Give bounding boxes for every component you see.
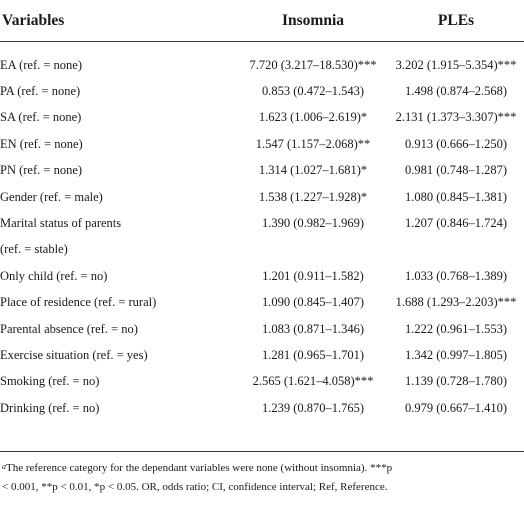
cell-insomnia: 1.083 (0.871–1.346) <box>261 321 365 336</box>
cell-variable: EA (ref. = none) <box>0 57 83 72</box>
table-row: EN (ref. = none) 1.547 (1.157–2.068)** 0.9… <box>0 131 524 157</box>
table-row: (ref. = stable) <box>0 237 524 263</box>
cell-ples: 1.498 (0.874–2.568) <box>404 84 508 99</box>
footnote-line-1: aThe reference category for the dependan… <box>2 459 522 478</box>
table-header-row: Variables Insomnia PLEs <box>0 0 524 42</box>
cell-insomnia: 1.547 (1.157–2.068)** <box>255 136 371 151</box>
table-row: PA (ref. = none) 0.853 (0.472–1.543) 1.498… <box>0 78 524 104</box>
table-bottom-rule <box>0 451 524 452</box>
footnote-line-2: < 0.001, **p < 0.01, *p < 0.05. OR, odds… <box>2 481 388 493</box>
table-row: Gender (ref. = male) 1.538 (1.227–1.928)*… <box>0 184 524 210</box>
cell-ples: 1.207 (0.846–1.724) <box>404 216 508 231</box>
cell-insomnia: 1.281 (0.965–1.701) <box>261 347 365 362</box>
cell-variable: Only child (ref. = no) <box>0 268 108 283</box>
table-row: Drinking (ref. = no) 1.239 (0.870–1.765) 0… <box>0 395 524 421</box>
table-row: SA (ref. = none) 1.623 (1.006–2.619)* 2.13… <box>0 105 524 131</box>
table-row: Parental absence (ref. = no) 1.083 (0.871… <box>0 316 524 342</box>
table-row: Smoking (ref. = no) 2.565 (1.621–4.058)**… <box>0 369 524 395</box>
cell-variable: PN (ref. = none) <box>0 163 83 178</box>
cell-insomnia: 7.720 (3.217–18.530)*** <box>249 57 377 72</box>
cell-ples: 1.222 (0.961–1.553) <box>404 321 508 336</box>
cell-ples: 0.979 (0.667–1.410) <box>404 400 508 415</box>
cell-insomnia <box>238 237 388 263</box>
cell-ples: 1.688 (1.293–2.203)*** <box>395 295 517 310</box>
cell-insomnia: 1.623 (1.006–2.619)* <box>258 110 368 125</box>
table-row: Marital status of parents 1.390 (0.982–1.… <box>0 210 524 236</box>
header-insomnia: Insomnia <box>238 0 388 42</box>
cell-ples: 0.981 (0.748–1.287) <box>404 163 508 178</box>
table-row: PN (ref. = none) 1.314 (1.027–1.681)* 0.98… <box>0 158 524 184</box>
cell-variable: EN (ref. = none) <box>0 136 83 151</box>
cell-variable: Exercise situation (ref. = yes) <box>0 347 148 362</box>
table-row: Place of residence (ref. = rural) 1.090 (… <box>0 290 524 316</box>
cell-insomnia: 1.314 (1.027–1.681)* <box>258 163 368 178</box>
cell-insomnia: 1.538 (1.227–1.928)* <box>258 189 368 204</box>
table-row: EA (ref. = none) 7.720 (3.217–18.530)*** 3… <box>0 42 524 79</box>
cell-insomnia: 1.390 (0.982–1.969) <box>261 216 365 231</box>
footnote-marker: a <box>2 462 6 471</box>
table-body: EA (ref. = none) 7.720 (3.217–18.530)*** 3… <box>0 42 524 422</box>
cell-variable: SA (ref. = none) <box>0 110 82 125</box>
cell-ples: 3.202 (1.915–5.354)*** <box>395 57 517 72</box>
cell-variable: Parental absence (ref. = no) <box>0 321 138 336</box>
cell-variable: PA (ref. = none) <box>0 84 81 99</box>
header-variables: Variables <box>0 0 238 42</box>
cell-variable: Smoking (ref. = no) <box>0 374 100 389</box>
cell-insomnia: 1.239 (0.870–1.765) <box>261 400 365 415</box>
cell-ples <box>388 237 524 263</box>
cell-insomnia: 1.090 (0.845–1.407) <box>261 295 365 310</box>
cell-variable: Gender (ref. = male) <box>0 189 103 204</box>
cell-variable: Marital status of parents <box>0 216 122 231</box>
cell-ples: 0.913 (0.666–1.250) <box>404 136 508 151</box>
cell-insomnia: 2.565 (1.621–4.058)*** <box>252 374 374 389</box>
cell-variable: Place of residence (ref. = rural) <box>0 295 157 310</box>
cell-ples: 1.139 (0.728–1.780) <box>404 374 508 389</box>
cell-variable: Drinking (ref. = no) <box>0 400 100 415</box>
cell-insomnia: 1.201 (0.911–1.582) <box>262 268 364 283</box>
table-row: Only child (ref. = no) 1.201 (0.911–1.582… <box>0 263 524 289</box>
cell-ples: 1.080 (0.845–1.381) <box>404 189 508 204</box>
results-table: Variables Insomnia PLEs EA (ref. = none)… <box>0 0 524 422</box>
cell-ples: 1.033 (0.768–1.389) <box>404 268 508 283</box>
cell-ples: 1.342 (0.997–1.805) <box>404 347 508 362</box>
table-footnote: aThe reference category for the dependan… <box>2 459 522 497</box>
cell-insomnia: 0.853 (0.472–1.543) <box>261 84 365 99</box>
footnote-text-1: The reference category for the dependant… <box>6 462 393 474</box>
cell-variable: (ref. = stable) <box>0 242 68 257</box>
header-ples: PLEs <box>388 0 524 42</box>
table-row: Exercise situation (ref. = yes) 1.281 (0.… <box>0 342 524 368</box>
cell-ples: 2.131 (1.373–3.307)*** <box>395 110 517 125</box>
